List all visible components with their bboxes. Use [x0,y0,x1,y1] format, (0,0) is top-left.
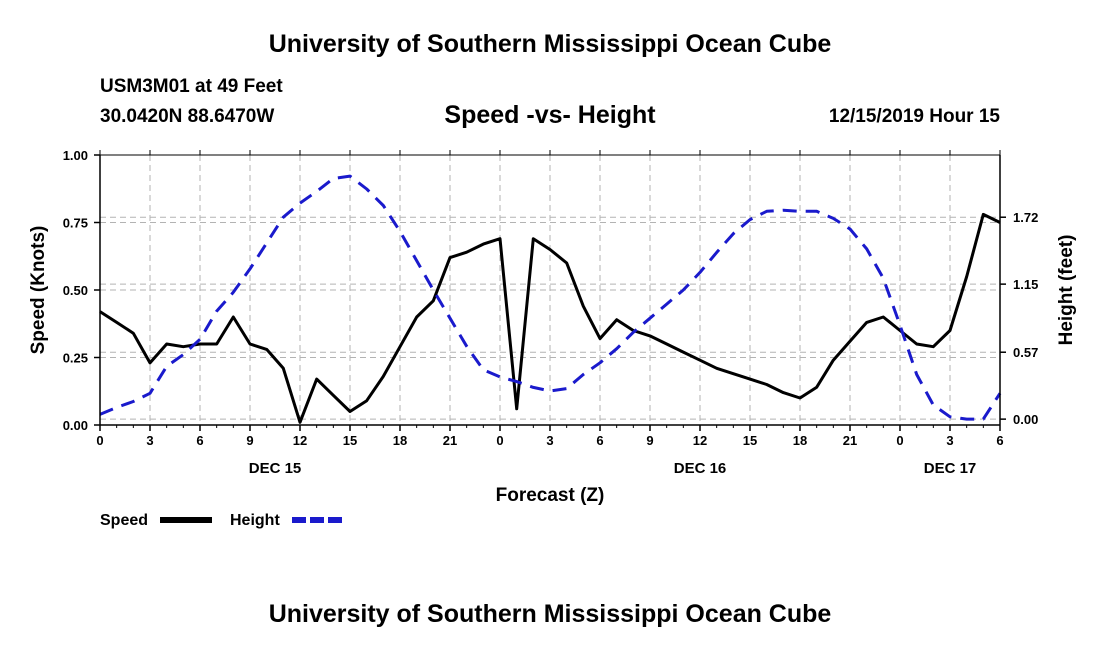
x-tick-label: 18 [393,433,407,448]
x-axis-title: Forecast (Z) [496,485,605,506]
y-right-tick-label: 0.00 [1013,412,1038,427]
y-tick-label: 0.75 [63,216,88,231]
day-label: DEC 16 [674,460,727,477]
x-tick-label: 21 [443,433,457,448]
series-layer [99,174,1002,424]
coordinates-label: 30.0420N 88.6470W [100,106,275,127]
x-tick-label: 12 [293,433,307,448]
y-tick-label: 1.00 [63,148,88,163]
x-tick-label: 18 [793,433,807,448]
x-tick-label: 6 [996,433,1003,448]
x-tick-label: 3 [946,433,953,448]
axes [94,150,1006,431]
y-right-tick-label: 1.72 [1013,210,1038,225]
x-tick-label: 3 [146,433,153,448]
y-tick-label: 0.25 [63,351,88,366]
x-tick-label: 9 [246,433,253,448]
x-tick-label: 15 [743,433,757,448]
x-tick-label: 15 [343,433,357,448]
x-tick-label: 0 [96,433,103,448]
series-line-height [99,174,1002,421]
grid [100,155,1000,425]
station-label: USM3M01 at 49 Feet [100,76,283,97]
bottom-title: University of Southern Mississippi Ocean… [268,600,832,628]
y-right-axis-title: Height (feet) [1056,235,1077,346]
labels: 0 3 6 9 12 15 18 21 0 3 6 9 12 15 18 21 0 3 6 DEC 15 DEC 16 D… [28,148,1077,529]
y-tick-label: 0.50 [63,283,88,298]
forecast-datetime: 12/15/2019 Hour 15 [828,106,1000,127]
chart-title: Speed -vs- Height [444,101,656,129]
series-line-speed [99,212,1001,424]
y-right-tick-label: 1.15 [1013,277,1038,292]
legend: Speed Height [100,512,344,529]
x-tick-label: 0 [496,433,503,448]
y-axis-title: Speed (Knots) [28,226,49,355]
top-title: University of Southern Mississippi Ocean… [268,30,832,58]
x-tick-label: 3 [546,433,553,448]
legend-label-speed: Speed [100,512,148,529]
x-tick-label: 6 [596,433,603,448]
y-tick-label: 0.00 [63,418,88,433]
day-label: DEC 15 [249,460,302,477]
x-tick-label: 12 [693,433,707,448]
x-tick-label: 21 [843,433,857,448]
day-label: DEC 17 [924,460,977,477]
x-tick-label: 6 [196,433,203,448]
legend-label-height: Height [230,512,280,529]
x-tick-label: 9 [646,433,653,448]
y-right-tick-label: 0.57 [1013,345,1038,360]
x-tick-label: 0 [896,433,903,448]
